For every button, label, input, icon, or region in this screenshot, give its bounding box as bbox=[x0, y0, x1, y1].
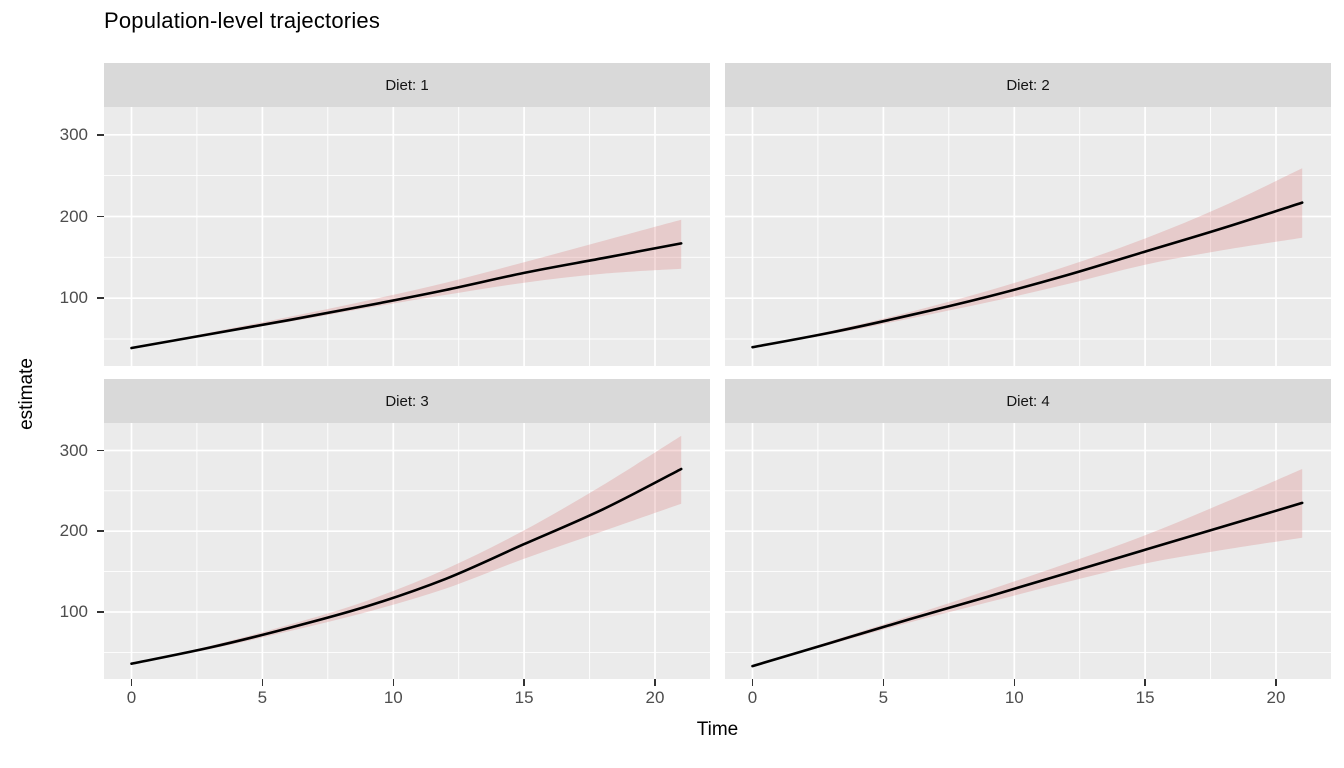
x-tick-mark bbox=[1013, 679, 1016, 686]
x-axis-title: Time bbox=[696, 719, 739, 740]
facet-strip-diet-1: Diet: 1 bbox=[104, 63, 710, 107]
x-tick-label: 5 bbox=[257, 688, 268, 707]
facet-strip-diet-4: Diet: 4 bbox=[725, 379, 1331, 423]
facet-plot-svg bbox=[725, 107, 1331, 366]
y-tick-mark bbox=[96, 530, 104, 532]
panel-background bbox=[725, 107, 1331, 366]
y-tick-label: 300 bbox=[59, 440, 88, 460]
panel-background bbox=[104, 107, 710, 366]
y-tick-label: 300 bbox=[59, 124, 88, 144]
x-tick-label: 20 bbox=[1266, 688, 1286, 707]
y-tick-label: 200 bbox=[59, 206, 88, 226]
y-tick-mark bbox=[96, 449, 104, 452]
trend-line bbox=[751, 201, 1304, 349]
x-tick-label: 20 bbox=[645, 688, 665, 707]
panel-background bbox=[725, 423, 1331, 679]
facet-strip-diet-2: Diet: 2 bbox=[725, 63, 1331, 107]
trend-line bbox=[130, 467, 683, 665]
facet-panel-diet-3 bbox=[104, 423, 710, 679]
x-tick-label: 15 bbox=[1135, 688, 1155, 707]
x-tick-label: 5 bbox=[878, 688, 889, 707]
y-tick-mark bbox=[96, 297, 104, 299]
facet-plot-svg bbox=[104, 107, 710, 366]
facet-panel-diet-2 bbox=[725, 107, 1331, 366]
x-tick-mark bbox=[654, 679, 656, 686]
y-tick-mark bbox=[96, 134, 104, 136]
facet-plot-svg bbox=[104, 423, 710, 679]
trend-line bbox=[130, 242, 683, 350]
x-tick-mark bbox=[1144, 679, 1146, 686]
x-tick-mark bbox=[392, 679, 395, 686]
panel-background bbox=[104, 423, 710, 679]
x-tick-label: 15 bbox=[514, 688, 534, 707]
facet-strip-diet-3: Diet: 3 bbox=[104, 379, 710, 423]
x-tick-label: 10 bbox=[383, 688, 403, 707]
chart-title: Population-level trajectories bbox=[104, 8, 381, 33]
x-tick-mark bbox=[261, 679, 264, 686]
y-tick-mark bbox=[96, 611, 104, 613]
facet-panel-diet-1 bbox=[104, 107, 710, 366]
facet-panel-diet-4 bbox=[725, 423, 1331, 679]
x-tick-mark bbox=[1275, 679, 1277, 686]
x-tick-label: 0 bbox=[747, 688, 758, 707]
x-tick-mark bbox=[882, 679, 885, 686]
x-tick-mark bbox=[523, 679, 525, 686]
y-tick-label: 100 bbox=[59, 602, 88, 621]
y-tick-label: 100 bbox=[59, 288, 88, 308]
y-tick-label: 200 bbox=[59, 521, 88, 541]
trend-line bbox=[751, 501, 1304, 668]
y-axis-title: estimate bbox=[16, 358, 37, 430]
x-tick-mark bbox=[751, 679, 754, 686]
x-tick-label: 10 bbox=[1004, 688, 1024, 707]
x-tick-label: 0 bbox=[126, 688, 137, 707]
x-tick-mark bbox=[130, 679, 133, 686]
y-tick-mark bbox=[96, 215, 104, 218]
facet-plot-svg bbox=[725, 423, 1331, 679]
